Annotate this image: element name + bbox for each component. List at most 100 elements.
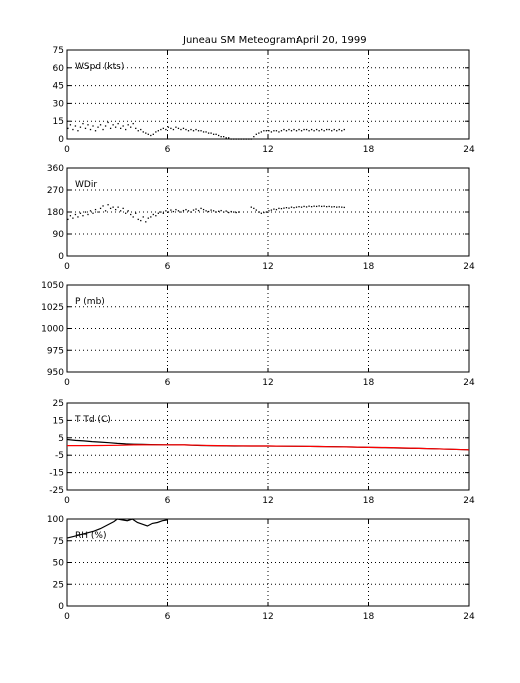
wspd-data-point: [212, 133, 215, 135]
wdir-data-point: [152, 213, 154, 216]
wspd-data-point: [238, 138, 240, 140]
wspd-ytick-label: 30: [53, 99, 65, 109]
wspd-data-point: [202, 131, 205, 133]
wspd-data-point: [207, 132, 210, 134]
wdir-data-point: [293, 207, 295, 209]
wspd-data-point: [205, 131, 207, 133]
wdir-ytick-label: 360: [47, 164, 64, 174]
wdir-data-point: [230, 210, 232, 213]
wspd-data-point: [137, 130, 139, 132]
wdir-data-point: [72, 217, 74, 219]
wdir-data-point: [180, 211, 182, 213]
rh-ytick-label: 0: [58, 602, 64, 612]
wdir-data-point: [255, 209, 257, 211]
wspd-data-point: [260, 131, 262, 133]
wspd-data-point: [338, 128, 340, 131]
wspd-data-point: [157, 130, 159, 132]
wdir-data-point: [238, 211, 240, 213]
wspd-data-point: [300, 130, 303, 132]
wdir-data-point: [326, 206, 328, 208]
wspd-data-point: [114, 126, 117, 128]
wdir-data-point: [283, 207, 285, 209]
wdir-data-point: [207, 210, 210, 213]
pressure-xtick-label: 6: [165, 378, 171, 388]
pressure-xtick-label: 18: [363, 378, 375, 388]
wspd-data-point: [172, 128, 175, 131]
wspd-ytick-label: 60: [53, 64, 65, 74]
rh-series-line-1: [66, 518, 168, 539]
wspd-data-point: [248, 138, 250, 140]
wdir-data-point: [167, 211, 170, 213]
wdir-ytick-label: 90: [53, 230, 65, 240]
wdir-data-point: [122, 207, 124, 210]
wspd-xtick-label: 12: [262, 145, 273, 155]
wspd-data-point: [74, 125, 77, 127]
rh-ytick-label: 50: [53, 559, 65, 569]
wspd-data-point: [228, 137, 230, 139]
wdir-data-point: [82, 215, 84, 217]
wspd-data-point: [177, 127, 180, 130]
wdir-data-point: [268, 210, 270, 212]
wdir-data-point: [290, 206, 293, 208]
temperature-xtick-label: 12: [262, 496, 273, 506]
temperature-panel: 0 6 12 18 24 -25 -15 -5 5 15 25 T Td (C): [49, 399, 475, 506]
wdir-data-point: [285, 207, 288, 209]
wdir-data-point: [185, 208, 187, 211]
wspd-data-point: [84, 127, 87, 130]
wdir-data-point: [87, 213, 89, 216]
wspd-data-point: [230, 138, 232, 140]
wspd-data-point: [217, 134, 220, 137]
wdir-data-point: [79, 212, 82, 214]
wspd-data-point: [190, 128, 192, 131]
wspd-data-point: [120, 127, 122, 130]
wdir-data-point: [99, 207, 102, 210]
wspd-data-point: [180, 128, 182, 131]
wspd-data-point: [303, 128, 305, 131]
wspd-data-point: [132, 122, 134, 125]
wspd-data-point: [79, 126, 82, 128]
wspd-xtick-label: 24: [463, 145, 475, 155]
temperature-ytick-label: 25: [53, 399, 64, 409]
pressure-xtick-label: 0: [64, 378, 70, 388]
wspd-data-point: [225, 137, 227, 139]
wspd-data-point: [290, 130, 293, 132]
wspd-xtick-label: 6: [165, 145, 171, 155]
wspd-data-point: [210, 132, 212, 134]
wdir-data-point: [215, 211, 217, 213]
wspd-data-point: [77, 130, 79, 132]
wspd-data-point: [140, 128, 142, 131]
wspd-data-point: [89, 128, 92, 131]
wspd-data-point: [265, 130, 268, 132]
wdir-xtick-label: 12: [262, 262, 273, 272]
wspd-data-point: [288, 128, 290, 131]
wspd-ytick-label: 0: [58, 135, 64, 145]
rh-ytick-label: 25: [53, 580, 64, 590]
wdir-data-point: [225, 210, 227, 212]
wspd-data-point: [298, 128, 300, 131]
wspd-data-point: [333, 128, 335, 131]
wdir-data-point: [94, 208, 97, 211]
wspd-data-point: [145, 132, 147, 134]
rh-panel-label: RH (%): [75, 531, 106, 541]
wdir-data-point: [275, 208, 278, 211]
wdir-data-point: [125, 212, 127, 214]
temperature-ytick-label: -15: [49, 469, 64, 479]
pressure-panel: 0 6 12 18 24 950 975 1000 1025 1050 P (mb): [41, 281, 475, 388]
rh-ytick-label: 75: [53, 537, 64, 547]
wdir-data-point: [145, 221, 147, 223]
wdir-data-point: [273, 208, 275, 210]
pressure-ytick-label: 1025: [41, 303, 64, 313]
wspd-data-point: [268, 130, 270, 132]
wspd-data-point: [94, 130, 97, 132]
wspd-data-point: [220, 136, 222, 138]
wspd-data-point: [308, 130, 310, 132]
rh-xtick-label: 0: [64, 612, 70, 622]
temperature-xtick-label: 6: [165, 496, 171, 506]
wspd-data-point: [270, 131, 273, 133]
wdir-data-point: [288, 207, 290, 209]
wspd-data-point: [102, 128, 104, 131]
wdir-data-point: [170, 209, 172, 211]
wspd-data-point: [112, 124, 114, 126]
wspd-data-point: [122, 125, 124, 127]
wspd-data-point: [104, 125, 107, 127]
